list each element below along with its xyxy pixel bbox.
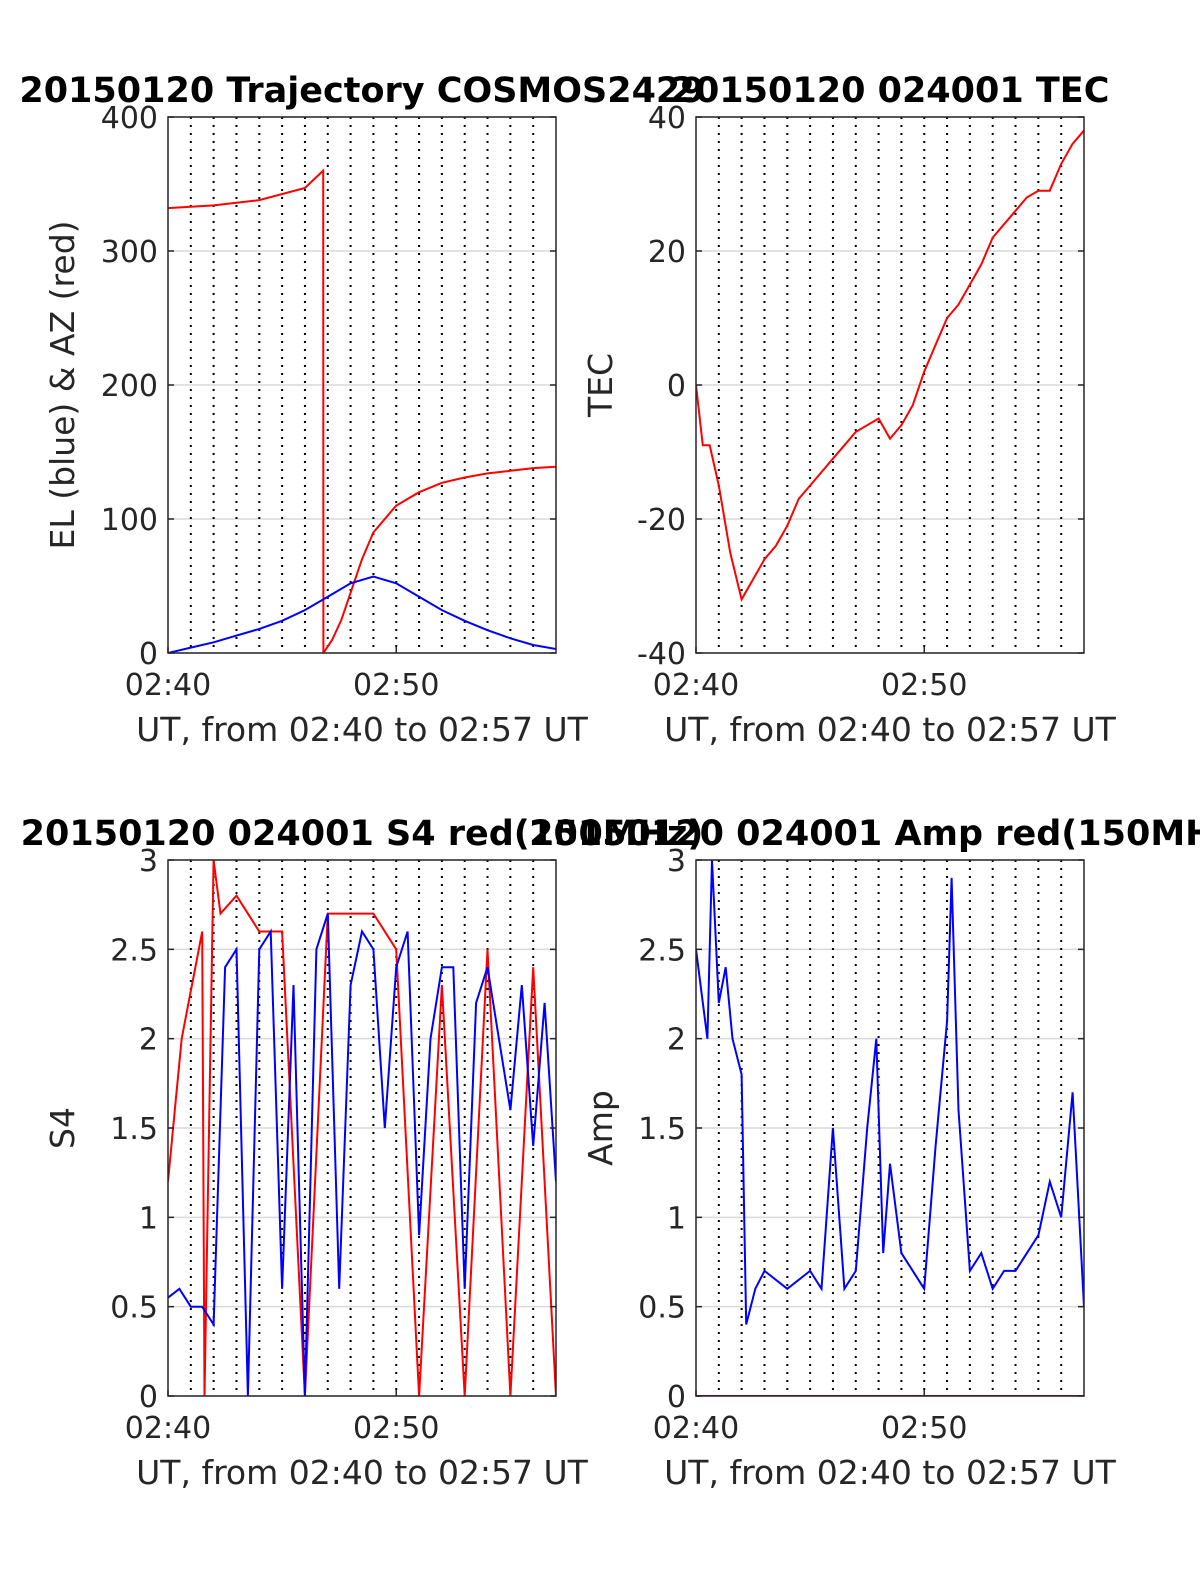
y-tick-label: 0 (667, 369, 686, 404)
y-tick-label: 400 (101, 101, 158, 136)
subplot-2: -40 -20 0 20 40 02:40 02:50 UT, from 02:40 to 0… (581, 71, 1117, 749)
x-tick-label: 02:50 (881, 1411, 967, 1446)
series-line-1 (168, 860, 556, 1396)
series-line-2 (168, 575, 556, 653)
y-tick-label: 3 (667, 844, 686, 879)
x-axis-label: UT, from 02:40 to 02:57 UT (136, 710, 589, 749)
chart-title: 20150120 024001 TEC (671, 71, 1110, 111)
x-axis-label: UT, from 02:40 to 02:57 UT (136, 1453, 589, 1492)
y-tick-label: 2.5 (638, 933, 686, 968)
x-tick-label: 02:40 (653, 668, 739, 703)
y-axis-label: TEC (581, 353, 620, 418)
subplot-3: 0 0.5 1 1.5 2 2.5 3 02:40 02:50 UT, from 02:40 to… (21, 814, 704, 1492)
y-tick-label: 0.5 (638, 1291, 686, 1326)
y-tick-label: -20 (637, 503, 686, 538)
y-tick-label: 2 (139, 1023, 158, 1058)
chart-title: 20150120 Trajectory COSMOS2429 (19, 71, 704, 111)
y-tick-label: 40 (648, 101, 686, 136)
x-axis-label: UT, from 02:40 to 02:57 UT (664, 710, 1117, 749)
x-tick-label: 02:50 (881, 668, 967, 703)
x-tick-label: 02:40 (125, 1411, 211, 1446)
subplot-4: 0 0.5 1 1.5 2 2.5 3 02:40 02:50 UT, from 02:40 to… (529, 814, 1200, 1492)
x-tick-label: 02:50 (353, 1411, 439, 1446)
y-tick-label: -40 (637, 637, 686, 672)
y-tick-label: 0 (667, 1380, 686, 1415)
y-tick-label: 2.5 (110, 933, 158, 968)
y-axis-label: S4 (43, 1107, 82, 1149)
y-tick-label: 0.5 (110, 1291, 158, 1326)
x-axis-label: UT, from 02:40 to 02:57 UT (664, 1453, 1117, 1492)
y-axis-label: Amp (581, 1090, 620, 1166)
y-tick-label: 300 (101, 235, 158, 270)
y-axis-label: EL (blue) & AZ (red) (43, 220, 82, 549)
y-tick-label: 1 (139, 1201, 158, 1236)
x-tick-label: 02:40 (653, 1411, 739, 1446)
y-tick-label: 2 (667, 1023, 686, 1058)
y-tick-label: 1 (667, 1201, 686, 1236)
x-tick-label: 02:50 (353, 668, 439, 703)
series-line-2 (168, 913, 556, 1396)
y-tick-label: 1.5 (638, 1112, 686, 1147)
chart-title: 20150120 024001 Amp red(150MHz) (529, 814, 1200, 854)
y-tick-label: 3 (139, 844, 158, 879)
y-tick-label: 1.5 (110, 1112, 158, 1147)
series-line-1 (168, 168, 556, 653)
y-tick-label: 0 (139, 1380, 158, 1415)
series-line-2 (696, 860, 1084, 1325)
x-tick-label: 02:40 (125, 668, 211, 703)
y-tick-label: 20 (648, 235, 686, 270)
y-tick-label: 0 (139, 637, 158, 672)
series-line-1 (696, 129, 1084, 603)
chart-title: 20150120 024001 S4 red(150MHz) (21, 814, 704, 854)
y-tick-label: 100 (101, 503, 158, 538)
y-tick-label: 200 (101, 369, 158, 404)
